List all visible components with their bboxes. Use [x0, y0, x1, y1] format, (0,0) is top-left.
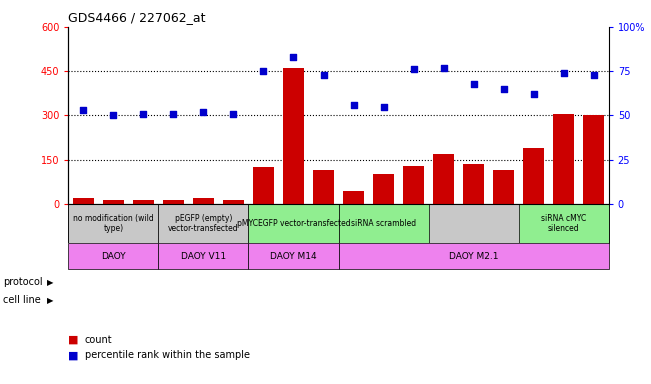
Bar	[223, 200, 244, 204]
Bar	[133, 200, 154, 204]
Bar	[339, 243, 609, 269]
Text: DAOY V11: DAOY V11	[181, 252, 226, 260]
Bar	[283, 68, 304, 204]
Point	[499, 86, 509, 92]
Bar	[163, 200, 184, 204]
Text: GDS4466 / 227062_at: GDS4466 / 227062_at	[68, 11, 206, 24]
Bar	[158, 204, 249, 243]
Bar	[373, 174, 394, 204]
Bar	[249, 243, 339, 269]
Point	[258, 68, 269, 74]
Bar	[519, 204, 609, 243]
Bar	[253, 167, 274, 204]
Bar	[433, 154, 454, 204]
Point	[198, 109, 208, 115]
Point	[529, 91, 539, 97]
Bar	[343, 190, 364, 204]
Text: pEGFP (empty)
vector-transfected: pEGFP (empty) vector-transfected	[168, 214, 239, 233]
Bar	[68, 204, 609, 243]
Point	[229, 111, 239, 117]
Bar	[249, 204, 339, 243]
Point	[589, 71, 599, 78]
Text: siRNA scrambled: siRNA scrambled	[351, 219, 416, 228]
Point	[168, 111, 178, 117]
Point	[378, 103, 389, 109]
Bar	[73, 198, 94, 204]
Bar	[68, 243, 158, 269]
Bar	[463, 164, 484, 204]
Bar	[313, 170, 334, 204]
Bar	[68, 204, 158, 243]
Bar	[103, 200, 124, 204]
Bar	[523, 148, 544, 204]
Point	[438, 65, 449, 71]
Text: cell line: cell line	[3, 295, 41, 305]
Text: count: count	[85, 335, 112, 345]
Text: ▶: ▶	[47, 296, 53, 305]
Text: no modification (wild
type): no modification (wild type)	[73, 214, 154, 233]
Text: pMYCEGFP vector-transfected: pMYCEGFP vector-transfected	[237, 219, 350, 228]
Point	[348, 102, 359, 108]
Bar	[193, 198, 214, 204]
Bar	[583, 115, 604, 204]
Bar	[158, 243, 249, 269]
Text: DAOY: DAOY	[101, 252, 126, 260]
Text: ▶: ▶	[47, 278, 53, 287]
Point	[108, 112, 118, 118]
Point	[559, 70, 569, 76]
Text: protocol: protocol	[3, 277, 43, 287]
Text: siRNA cMYC
silenced: siRNA cMYC silenced	[541, 214, 587, 233]
Bar	[339, 204, 428, 243]
Point	[408, 66, 419, 73]
Text: ■: ■	[68, 350, 79, 360]
Text: DAOY M2.1: DAOY M2.1	[449, 252, 499, 260]
Text: DAOY M14: DAOY M14	[270, 252, 317, 260]
Bar	[553, 114, 574, 204]
Point	[469, 81, 479, 87]
Bar	[493, 170, 514, 204]
Point	[138, 111, 148, 117]
Text: percentile rank within the sample: percentile rank within the sample	[85, 350, 249, 360]
Bar	[403, 166, 424, 204]
Point	[318, 71, 329, 78]
Point	[78, 107, 89, 113]
Text: ■: ■	[68, 335, 79, 345]
Point	[288, 54, 299, 60]
